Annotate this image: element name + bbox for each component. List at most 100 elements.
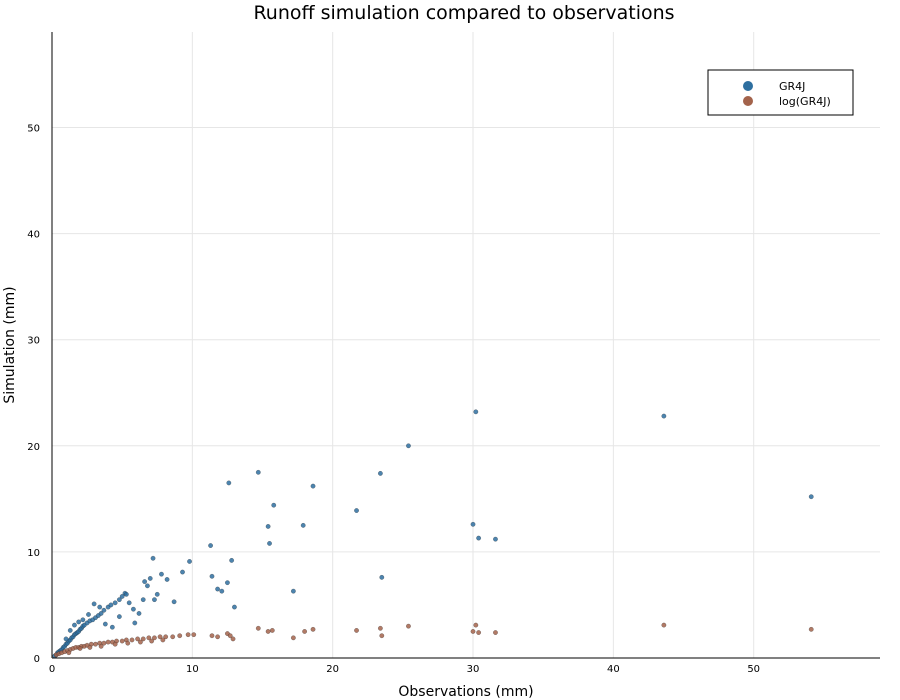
scatter-point (354, 508, 359, 513)
scatter-point (63, 636, 69, 642)
scatter-point (661, 413, 667, 419)
scatter-point (209, 573, 215, 579)
scatter-point (150, 555, 156, 561)
x-tick-label: 50 (747, 664, 760, 675)
scatter-point (126, 600, 132, 606)
scatter-point (265, 524, 271, 529)
legend-marker-gr4j (743, 81, 753, 91)
scatter-point (91, 601, 97, 607)
scatter-point (185, 632, 191, 638)
scatter-point (476, 535, 482, 541)
scatter-point (493, 630, 498, 635)
scatter-point (129, 637, 135, 643)
scatter-point (215, 634, 221, 640)
y-tick-label: 20 (27, 442, 40, 453)
scatter-point (265, 629, 271, 634)
x-tick-label: 30 (467, 664, 480, 675)
scatter-point (119, 594, 125, 599)
scatter-point (379, 633, 385, 639)
scatter-point (97, 604, 103, 610)
scatter-point (290, 588, 296, 594)
scatter-point (149, 638, 155, 644)
scatter-point (125, 640, 131, 646)
scatter-point (147, 576, 153, 581)
scatter-point (473, 409, 479, 415)
scatter-point (215, 586, 221, 592)
legend-label-gr4j: GR4J (779, 80, 805, 93)
scatter-point (109, 624, 115, 630)
scatter-point (476, 630, 482, 635)
scatter-point (406, 443, 411, 449)
scatter-point (142, 579, 148, 585)
scatter-point (473, 622, 479, 628)
scatter-point (135, 636, 141, 642)
scatter-point (255, 625, 261, 631)
scatter-point (661, 622, 667, 628)
scatter-point (229, 557, 235, 563)
scatter-point (227, 633, 233, 639)
scatter-point (808, 494, 814, 500)
scatter-point (171, 599, 177, 605)
scatter-point (225, 580, 230, 586)
scatter-point (138, 639, 143, 645)
scatter-point (157, 634, 163, 640)
scatter-point (112, 600, 118, 606)
scatter-point (140, 636, 146, 642)
grid (51, 32, 880, 659)
scatter-point (146, 635, 152, 641)
scatter-point (377, 470, 383, 476)
scatter-point (152, 635, 157, 641)
chart-title: Runoff simulation compared to observatio… (253, 2, 674, 24)
scatter-point (159, 571, 164, 577)
y-tick-label: 30 (27, 336, 40, 347)
x-tick-label: 20 (326, 664, 339, 675)
scatter-point (160, 637, 166, 643)
legend: GR4J log(GR4J) (707, 69, 854, 116)
scatter-point (379, 574, 385, 580)
scatter-point (302, 629, 308, 634)
series-1 (53, 622, 814, 658)
scatter-point (154, 591, 160, 597)
scatter-point (93, 641, 98, 647)
scatter-point (152, 597, 157, 603)
scatter-point (177, 633, 183, 639)
scatter-point (208, 543, 213, 548)
scatter-point (354, 628, 359, 633)
scatter-point (226, 480, 232, 486)
scatter-point (470, 521, 476, 527)
scatter-point (163, 634, 169, 640)
scatter-point (116, 614, 122, 620)
scatter-point (219, 588, 225, 594)
scatter-point (180, 569, 185, 575)
scatter-point (86, 612, 91, 617)
scatter-point (77, 646, 83, 651)
scatter-point (187, 559, 192, 564)
x-tick-label: 40 (607, 664, 620, 675)
scatter-point (271, 502, 277, 508)
scatter-point (87, 644, 93, 650)
scatter-point (112, 641, 118, 647)
scatter-point (102, 621, 108, 627)
scatter-point (191, 632, 197, 638)
scatter-point (493, 536, 498, 542)
scatter-point (80, 617, 86, 623)
scatter-point (209, 633, 215, 639)
x-tick-label: 10 (186, 664, 199, 675)
y-tick-label: 40 (27, 230, 40, 241)
scatter-point (255, 469, 261, 475)
scatter-point (136, 611, 142, 616)
scatter-point (164, 577, 170, 582)
scatter-point (66, 650, 72, 656)
scatter-point (119, 638, 125, 644)
scatter-point (123, 591, 129, 597)
scatter-point (170, 634, 176, 640)
legend-label-log-gr4j: log(GR4J) (779, 95, 831, 108)
legend-box (707, 69, 854, 116)
scatter-point (76, 619, 82, 625)
series-0 (52, 409, 814, 659)
scatter-point (310, 483, 316, 489)
y-tick-label: 0 (34, 654, 40, 665)
scatter-point (310, 626, 316, 632)
scatter-point (130, 606, 136, 612)
x-tick-label: 0 (49, 664, 55, 675)
